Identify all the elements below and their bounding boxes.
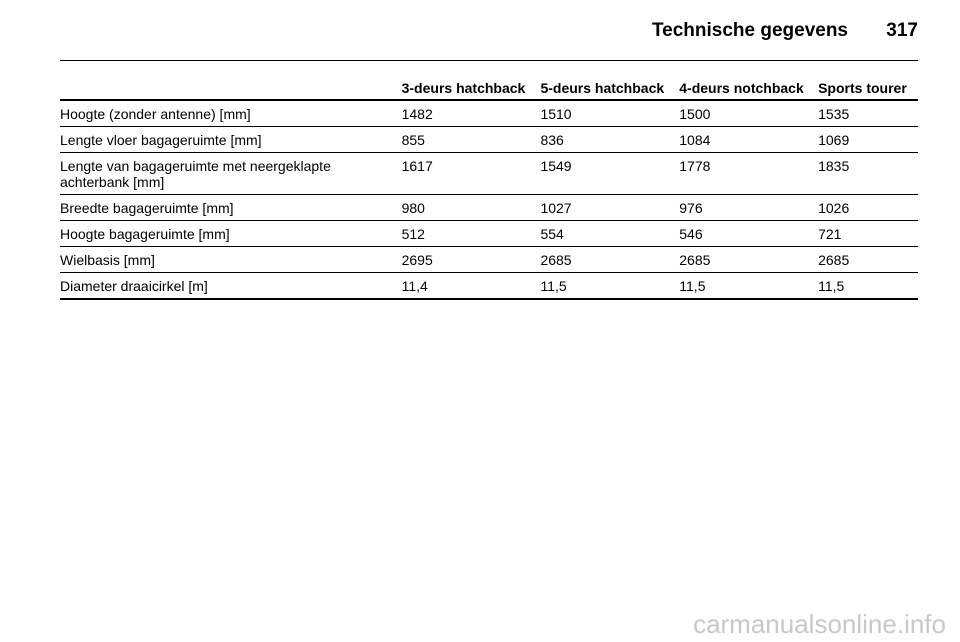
table-cell: 1084 — [679, 132, 711, 148]
table-cell: 855 — [401, 132, 425, 148]
row-label: Lengte vloer bagageruimte [mm] — [60, 132, 262, 148]
header-row: 3-deurs hatchback 5-deurs hatchback 4-deur… — [60, 79, 918, 101]
table-cell: 11,5 — [679, 278, 706, 294]
table-cell: 1617 — [401, 158, 433, 174]
table-cell: 980 — [401, 200, 425, 216]
column-header: Sports tourer — [818, 80, 907, 96]
row-label: Breedte bagageruimte [mm] — [60, 200, 234, 216]
table-row: Breedte bagageruimte [mm] 980 1027 976 1026 — [60, 195, 918, 221]
header-cell — [60, 80, 402, 96]
header-rule — [60, 60, 918, 61]
table-cell: 1500 — [679, 106, 711, 122]
table-cell: 2695 — [401, 252, 433, 268]
page-number: 317 — [886, 20, 918, 41]
table-cell: 1535 — [818, 106, 850, 122]
table-cell: 11,5 — [540, 278, 567, 294]
table-row: Lengte vloer bagageruimte [mm] 855 836 1084… — [60, 127, 918, 153]
spec-table: 3-deurs hatchback 5-deurs hatchback 4-deur… — [60, 79, 918, 300]
table-cell: 512 — [401, 226, 425, 242]
column-header: 5-deurs hatchback — [540, 80, 665, 96]
table-cell: 1069 — [818, 132, 850, 148]
table-row: Diameter draaicirkel [m] 11,4 11,5 11,5 11,5 — [60, 273, 918, 300]
table-cell: 11,5 — [818, 278, 845, 294]
table-cell: 1027 — [540, 200, 572, 216]
row-label: Diameter draaicirkel [m] — [60, 278, 208, 294]
table-cell: 1835 — [818, 158, 850, 174]
table-cell: 1778 — [679, 158, 711, 174]
row-label: Hoogte (zonder antenne) [mm] — [60, 106, 251, 122]
table-cell: 2685 — [540, 252, 572, 268]
table-cell: 1026 — [818, 200, 850, 216]
table-cell: 2685 — [679, 252, 711, 268]
column-header: 4-deurs notchback — [679, 80, 804, 96]
table-cell: 1510 — [540, 106, 572, 122]
row-label: Lengte van bagageruimte met neergeklapte… — [60, 158, 331, 190]
table-row: Wielbasis [mm] 2695 2685 2685 2685 — [60, 247, 918, 273]
table-cell: 976 — [679, 200, 703, 216]
table-cell: 554 — [540, 226, 564, 242]
table-cell: 721 — [818, 226, 842, 242]
table-row: Hoogte (zonder antenne) [mm] 1482 1510 1500… — [60, 101, 918, 127]
row-label: Wielbasis [mm] — [60, 252, 155, 268]
table-row: Lengte van bagageruimte met neergeklapte… — [60, 153, 918, 195]
table-cell: 2685 — [818, 252, 850, 268]
table-cell: 1482 — [401, 106, 433, 122]
row-label: Hoogte bagageruimte [mm] — [60, 226, 230, 242]
watermark: carmanualsonline.info — [693, 609, 946, 639]
column-header: 3-deurs hatchback — [401, 80, 526, 96]
table-cell: 546 — [679, 226, 703, 242]
table-cell: 836 — [540, 132, 564, 148]
header-title: Technische gegevens — [651, 20, 848, 41]
table-cell: 1549 — [540, 158, 572, 174]
table-row: Hoogte bagageruimte [mm] 512 554 546 721 — [60, 221, 918, 247]
table-cell: 11,4 — [401, 278, 428, 294]
